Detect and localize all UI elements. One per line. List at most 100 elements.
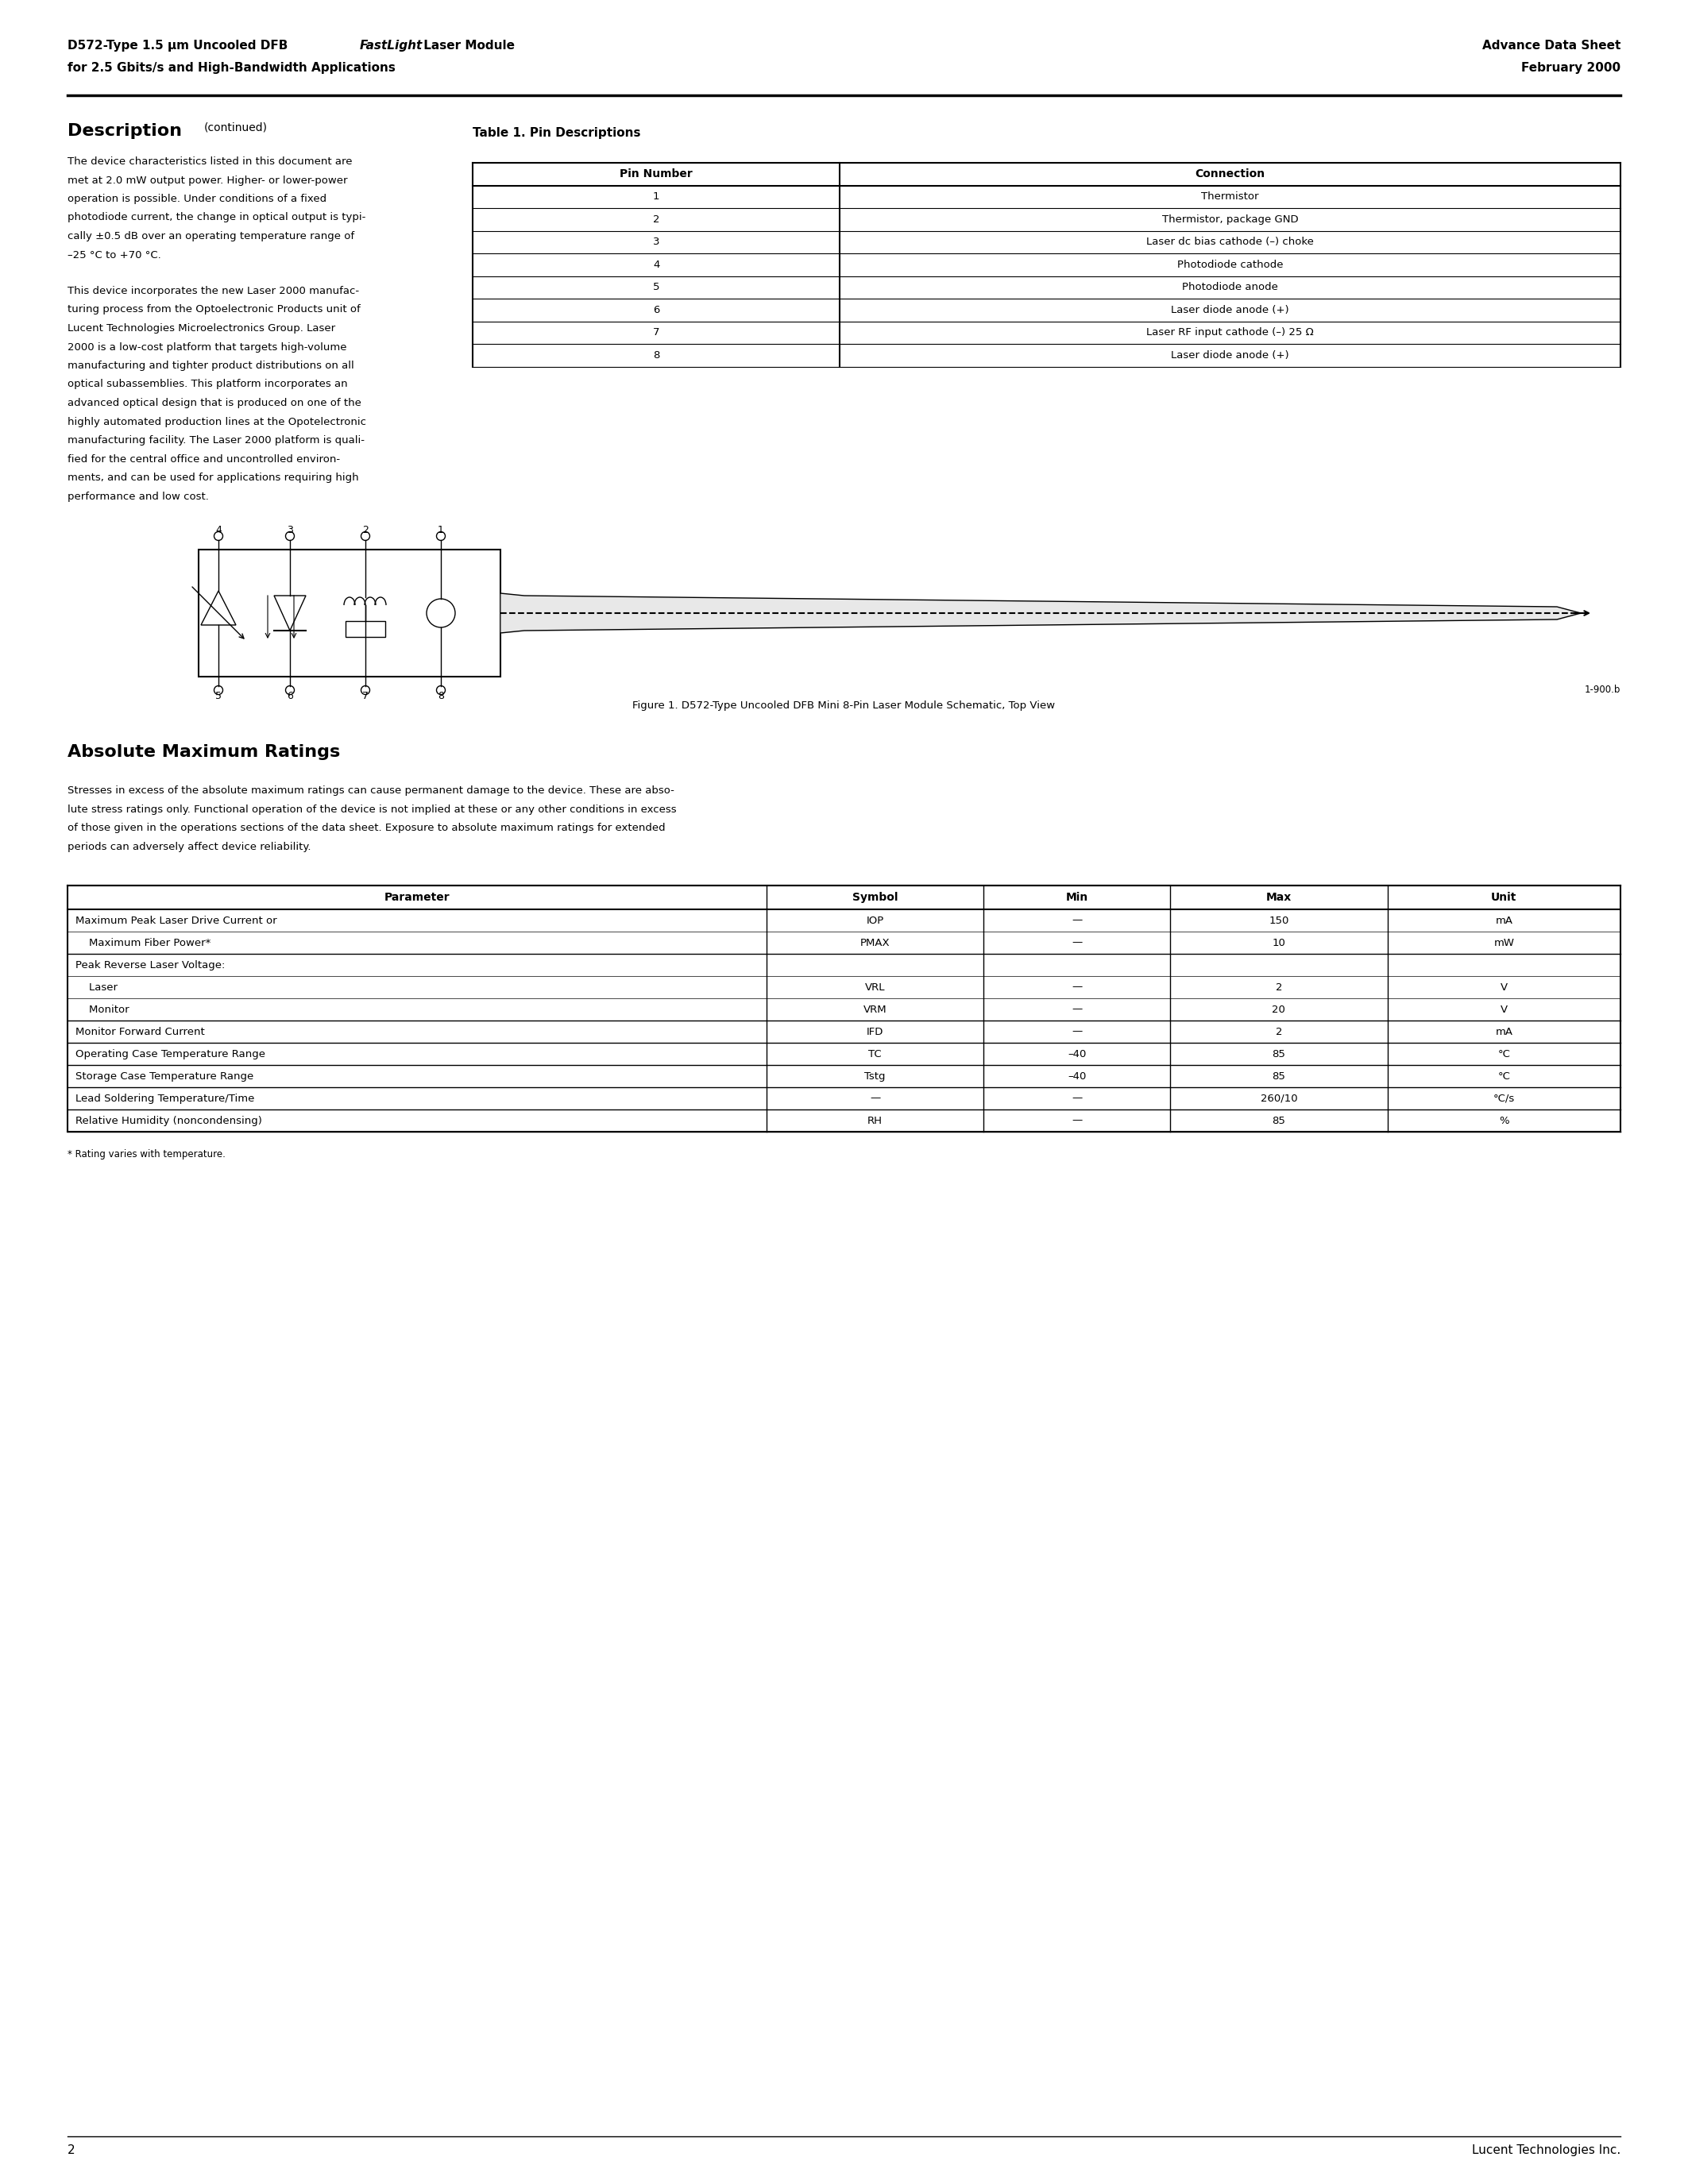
Text: Monitor Forward Current: Monitor Forward Current — [76, 1026, 204, 1037]
Text: TC: TC — [868, 1048, 881, 1059]
Text: 2000 is a low-cost platform that targets high-volume: 2000 is a low-cost platform that targets… — [68, 343, 346, 352]
Text: –40: –40 — [1069, 1048, 1087, 1059]
Text: This device incorporates the new Laser 2000 manufac-: This device incorporates the new Laser 2… — [68, 286, 360, 297]
Bar — [346, 620, 385, 638]
Text: 1-900.b: 1-900.b — [1585, 684, 1620, 695]
Text: V: V — [1501, 983, 1507, 992]
Text: 5: 5 — [653, 282, 660, 293]
Text: —: — — [869, 1094, 881, 1103]
Text: * Rating varies with temperature.: * Rating varies with temperature. — [68, 1149, 226, 1160]
Text: 1: 1 — [653, 192, 660, 201]
Text: Absolute Maximum Ratings: Absolute Maximum Ratings — [68, 745, 341, 760]
Text: Laser dc bias cathode (–) choke: Laser dc bias cathode (–) choke — [1146, 236, 1313, 247]
Text: for 2.5 Gbits/s and High-Bandwidth Applications: for 2.5 Gbits/s and High-Bandwidth Appli… — [68, 61, 395, 74]
Text: 10: 10 — [1273, 937, 1286, 948]
Text: Laser RF input cathode (–) 25 Ω: Laser RF input cathode (–) 25 Ω — [1146, 328, 1313, 339]
Text: —: — — [1072, 937, 1082, 948]
Text: 150: 150 — [1269, 915, 1290, 926]
Text: 2: 2 — [1276, 983, 1283, 992]
Text: periods can adversely affect device reliability.: periods can adversely affect device reli… — [68, 841, 311, 852]
Text: advanced optical design that is produced on one of the: advanced optical design that is produced… — [68, 397, 361, 408]
Text: PMAX: PMAX — [861, 937, 890, 948]
Text: Thermistor, package GND: Thermistor, package GND — [1161, 214, 1298, 225]
Text: 8: 8 — [437, 690, 444, 701]
Text: Operating Case Temperature Range: Operating Case Temperature Range — [76, 1048, 265, 1059]
Text: Table 1. Pin Descriptions: Table 1. Pin Descriptions — [473, 127, 641, 140]
Text: 4: 4 — [653, 260, 660, 271]
Text: FastLight: FastLight — [360, 39, 422, 52]
Text: Photodiode cathode: Photodiode cathode — [1177, 260, 1283, 271]
Text: Stresses in excess of the absolute maximum ratings can cause permanent damage to: Stresses in excess of the absolute maxim… — [68, 786, 674, 795]
Text: Pin Number: Pin Number — [619, 168, 692, 179]
Text: Photodiode anode: Photodiode anode — [1182, 282, 1278, 293]
Text: 5: 5 — [216, 690, 221, 701]
Text: mA: mA — [1496, 1026, 1512, 1037]
Text: Lucent Technologies Inc.: Lucent Technologies Inc. — [1472, 2145, 1620, 2156]
Text: Symbol: Symbol — [852, 891, 898, 902]
Text: VRL: VRL — [864, 983, 885, 992]
Text: 4: 4 — [216, 524, 221, 535]
Text: mW: mW — [1494, 937, 1514, 948]
Text: %: % — [1499, 1116, 1509, 1125]
Text: 3: 3 — [653, 236, 660, 247]
Text: —: — — [1072, 1026, 1082, 1037]
Text: —: — — [1072, 1005, 1082, 1016]
Text: 2: 2 — [1276, 1026, 1283, 1037]
Text: 6: 6 — [287, 690, 294, 701]
Text: Maximum Fiber Power*: Maximum Fiber Power* — [76, 937, 211, 948]
Text: 8: 8 — [653, 349, 660, 360]
Text: 2: 2 — [653, 214, 660, 225]
Text: photodiode current, the change in optical output is typi-: photodiode current, the change in optica… — [68, 212, 366, 223]
Text: Description: Description — [68, 122, 182, 140]
Text: cally ±0.5 dB over an operating temperature range of: cally ±0.5 dB over an operating temperat… — [68, 232, 354, 242]
Text: of those given in the operations sections of the data sheet. Exposure to absolut: of those given in the operations section… — [68, 823, 665, 832]
Text: 260/10: 260/10 — [1261, 1094, 1298, 1103]
Text: V: V — [1501, 1005, 1507, 1016]
Text: °C/s: °C/s — [1494, 1094, 1514, 1103]
Text: (continued): (continued) — [204, 122, 268, 133]
Text: 1: 1 — [437, 524, 444, 535]
Text: Lucent Technologies Microelectronics Group. Laser: Lucent Technologies Microelectronics Gro… — [68, 323, 336, 334]
Text: ments, and can be used for applications requiring high: ments, and can be used for applications … — [68, 472, 360, 483]
Text: D572-Type 1.5 μm Uncooled DFB: D572-Type 1.5 μm Uncooled DFB — [68, 39, 292, 52]
Text: –40: –40 — [1069, 1070, 1087, 1081]
Text: Peak Reverse Laser Voltage:: Peak Reverse Laser Voltage: — [76, 959, 225, 970]
Text: RH: RH — [868, 1116, 883, 1125]
Text: Laser: Laser — [76, 983, 118, 992]
Text: manufacturing facility. The Laser 2000 platform is quali-: manufacturing facility. The Laser 2000 p… — [68, 435, 365, 446]
Text: 2: 2 — [363, 524, 368, 535]
Text: 85: 85 — [1273, 1116, 1286, 1125]
Text: Unit: Unit — [1491, 891, 1518, 902]
Text: met at 2.0 mW output power. Higher- or lower-power: met at 2.0 mW output power. Higher- or l… — [68, 175, 348, 186]
Text: 85: 85 — [1273, 1070, 1286, 1081]
Text: manufacturing and tighter product distributions on all: manufacturing and tighter product distri… — [68, 360, 354, 371]
Text: mA: mA — [1496, 915, 1512, 926]
Text: Min: Min — [1065, 891, 1089, 902]
Text: fied for the central office and uncontrolled environ-: fied for the central office and uncontro… — [68, 454, 339, 465]
Text: February 2000: February 2000 — [1521, 61, 1620, 74]
Text: operation is possible. Under conditions of a fixed: operation is possible. Under conditions … — [68, 194, 326, 203]
Text: Laser diode anode (+): Laser diode anode (+) — [1171, 306, 1290, 314]
Text: Figure 1. D572-Type Uncooled DFB Mini 8-Pin Laser Module Schematic, Top View: Figure 1. D572-Type Uncooled DFB Mini 8-… — [633, 701, 1055, 710]
Text: Relative Humidity (noncondensing): Relative Humidity (noncondensing) — [76, 1116, 262, 1125]
Text: Lead Soldering Temperature/Time: Lead Soldering Temperature/Time — [76, 1094, 255, 1103]
Text: Storage Case Temperature Range: Storage Case Temperature Range — [76, 1070, 253, 1081]
Text: 6: 6 — [653, 306, 660, 314]
Text: performance and low cost.: performance and low cost. — [68, 491, 209, 502]
Text: Maximum Peak Laser Drive Current or: Maximum Peak Laser Drive Current or — [76, 915, 277, 926]
Text: IFD: IFD — [866, 1026, 883, 1037]
Text: Laser diode anode (+): Laser diode anode (+) — [1171, 349, 1290, 360]
Text: —: — — [1072, 983, 1082, 992]
Text: Thermistor: Thermistor — [1202, 192, 1259, 201]
Text: 2: 2 — [68, 2145, 76, 2156]
Text: °C: °C — [1497, 1048, 1511, 1059]
Text: Tstg: Tstg — [864, 1070, 886, 1081]
Text: The device characteristics listed in this document are: The device characteristics listed in thi… — [68, 157, 353, 166]
Text: lute stress ratings only. Functional operation of the device is not implied at t: lute stress ratings only. Functional ope… — [68, 804, 677, 815]
Text: Advance Data Sheet: Advance Data Sheet — [1482, 39, 1620, 52]
Text: 3: 3 — [287, 524, 294, 535]
Text: 7: 7 — [363, 690, 368, 701]
Text: 85: 85 — [1273, 1048, 1286, 1059]
Text: IOP: IOP — [866, 915, 885, 926]
Text: highly automated production lines at the Opotelectronic: highly automated production lines at the… — [68, 417, 366, 426]
